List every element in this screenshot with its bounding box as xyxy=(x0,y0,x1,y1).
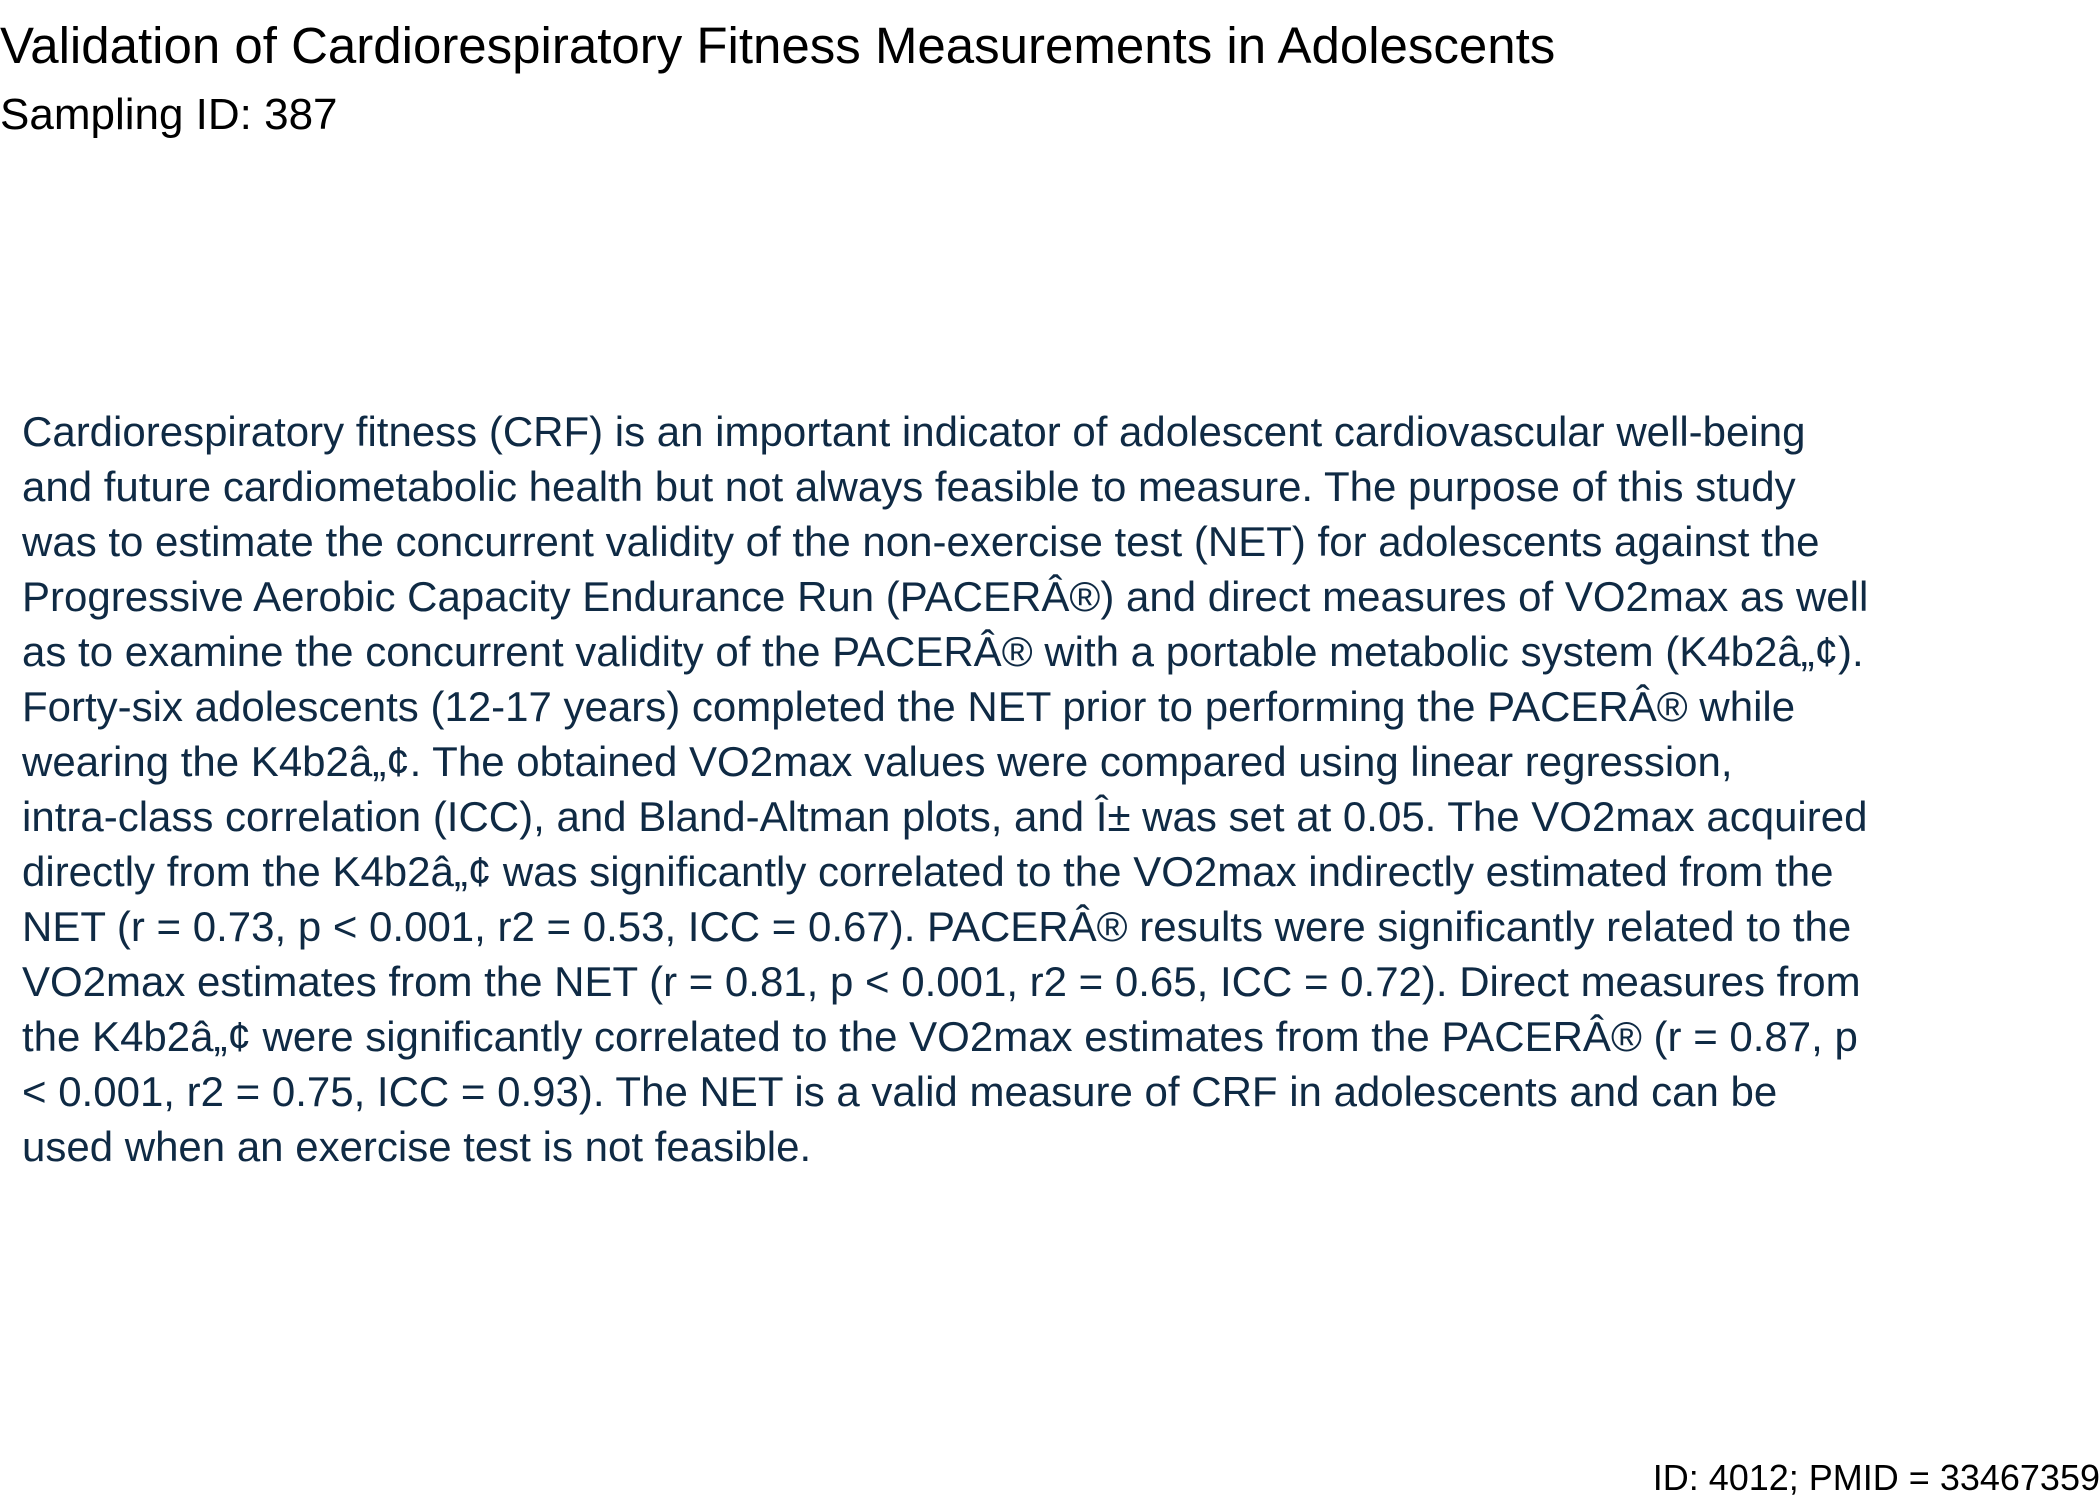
abstract-line: and future cardiometabolic health but no… xyxy=(22,463,1796,510)
abstract-line: as to examine the concurrent validity of… xyxy=(22,628,1864,675)
document-id-footer: ID: 4012; PMID = 33467359 xyxy=(1652,1457,2100,1498)
abstract-line: VO2max estimates from the NET (r = 0.81,… xyxy=(22,958,1861,1005)
abstract-line: the K4b2â„¢ were significantly correlate… xyxy=(22,1013,1858,1060)
page-title: Validation of Cardiorespiratory Fitness … xyxy=(0,17,1556,74)
abstract-text: Cardiorespiratory fitness (CRF) is an im… xyxy=(22,404,2100,1174)
sampling-id: Sampling ID: 387 xyxy=(0,90,338,139)
abstract-line: wearing the K4b2â„¢. The obtained VO2max… xyxy=(22,738,1733,785)
abstract-line: used when an exercise test is not feasib… xyxy=(22,1123,812,1170)
abstract-line: Cardiorespiratory fitness (CRF) is an im… xyxy=(22,408,1806,455)
abstract-line: Progressive Aerobic Capacity Endurance R… xyxy=(22,573,1869,620)
abstract-line: intra-class correlation (ICC), and Bland… xyxy=(22,793,1868,840)
abstract-line: was to estimate the concurrent validity … xyxy=(22,518,1820,565)
abstract-line: < 0.001, r2 = 0.75, ICC = 0.93). The NET… xyxy=(22,1068,1778,1115)
abstract-line: directly from the K4b2â„¢ was significan… xyxy=(22,848,1834,895)
abstract-line: Forty-six adolescents (12-17 years) comp… xyxy=(22,683,1796,730)
abstract-line: NET (r = 0.73, p < 0.001, r2 = 0.53, ICC… xyxy=(22,903,1852,950)
